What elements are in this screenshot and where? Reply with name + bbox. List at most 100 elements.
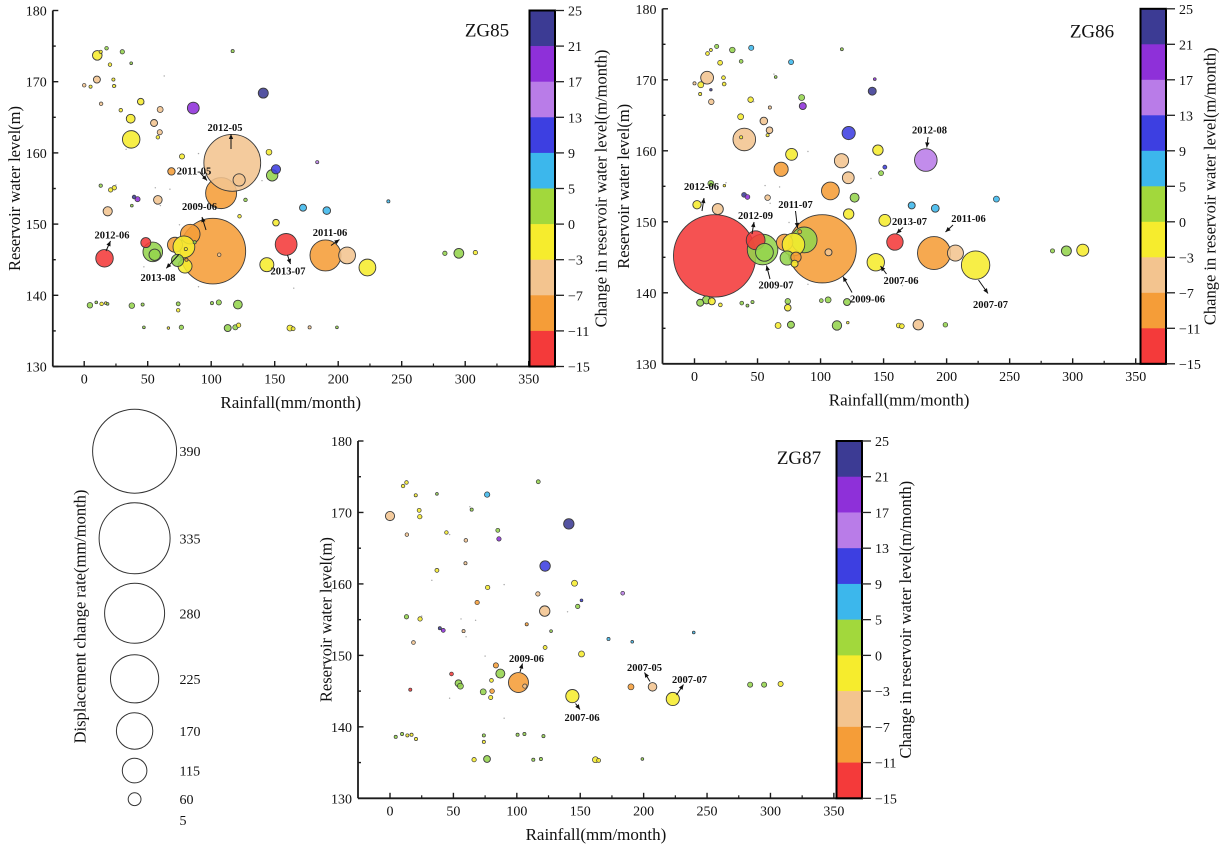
svg-text:−3: −3 (568, 254, 583, 269)
svg-text:Change in reservoir water leve: Change in reservoir water level(m/month) (592, 50, 611, 328)
svg-text:Change in reservoir water leve: Change in reservoir water level(m/month) (1201, 47, 1220, 325)
svg-text:225: 225 (180, 673, 201, 688)
svg-text:50: 50 (751, 370, 765, 385)
svg-text:5: 5 (1179, 180, 1186, 195)
svg-text:Displacement change rate(mm/mo: Displacement change rate(mm/month) (71, 490, 90, 744)
svg-text:2007-07: 2007-07 (672, 675, 707, 686)
svg-text:13: 13 (1179, 109, 1193, 124)
svg-text:2012-06: 2012-06 (684, 182, 719, 193)
svg-text:2012-06: 2012-06 (95, 231, 130, 242)
svg-text:150: 150 (26, 218, 47, 233)
svg-text:−7: −7 (1179, 287, 1194, 302)
svg-text:250: 250 (697, 804, 718, 819)
svg-text:ZG85: ZG85 (465, 21, 509, 42)
svg-text:200: 200 (328, 373, 349, 388)
svg-text:ZG87: ZG87 (777, 448, 821, 469)
svg-text:250: 250 (999, 370, 1020, 385)
svg-text:100: 100 (201, 373, 222, 388)
svg-text:2011-07: 2011-07 (778, 200, 812, 211)
svg-text:−15: −15 (875, 792, 897, 807)
svg-text:Reservoir water level(m): Reservoir water level(m) (317, 537, 336, 702)
svg-text:2007-07: 2007-07 (973, 300, 1008, 311)
svg-text:130: 130 (331, 792, 352, 807)
svg-text:2009-06: 2009-06 (182, 202, 217, 213)
svg-text:170: 170 (636, 74, 657, 89)
svg-text:200: 200 (936, 370, 957, 385)
svg-text:2013-08: 2013-08 (141, 273, 176, 284)
svg-text:50: 50 (141, 373, 155, 388)
svg-text:2011-05: 2011-05 (177, 167, 211, 178)
svg-text:21: 21 (568, 40, 582, 55)
svg-text:0: 0 (875, 649, 882, 664)
svg-text:2012-09: 2012-09 (738, 211, 773, 222)
svg-text:0: 0 (1179, 216, 1186, 231)
svg-text:390: 390 (180, 445, 201, 460)
svg-text:25: 25 (875, 435, 889, 450)
svg-text:280: 280 (180, 607, 201, 622)
svg-text:13: 13 (875, 542, 889, 557)
svg-text:−15: −15 (568, 361, 590, 376)
svg-text:350: 350 (1125, 370, 1146, 385)
svg-text:−3: −3 (875, 685, 890, 700)
svg-text:21: 21 (875, 471, 889, 486)
svg-text:−11: −11 (568, 325, 589, 340)
svg-text:2013-07: 2013-07 (271, 267, 306, 278)
svg-text:2009-07: 2009-07 (759, 281, 794, 292)
svg-text:21: 21 (1179, 38, 1193, 53)
svg-text:150: 150 (331, 649, 352, 664)
svg-text:170: 170 (331, 506, 352, 521)
svg-text:180: 180 (636, 3, 657, 18)
svg-text:Reservoir water level(m): Reservoir water level(m) (614, 104, 633, 269)
svg-text:200: 200 (633, 804, 654, 819)
svg-text:335: 335 (180, 532, 201, 547)
svg-text:0: 0 (568, 218, 575, 233)
svg-text:180: 180 (331, 435, 352, 450)
svg-text:170: 170 (180, 725, 201, 740)
svg-text:100: 100 (810, 370, 831, 385)
svg-text:−11: −11 (875, 757, 896, 772)
svg-text:100: 100 (506, 804, 527, 819)
svg-text:60: 60 (180, 793, 194, 808)
svg-text:2012-08: 2012-08 (912, 126, 947, 137)
svg-text:−11: −11 (1179, 322, 1200, 337)
svg-text:2007-05: 2007-05 (627, 663, 662, 674)
svg-text:0: 0 (81, 373, 88, 388)
svg-text:150: 150 (636, 216, 657, 231)
svg-text:300: 300 (1062, 370, 1083, 385)
svg-text:Rainfall(mm/month): Rainfall(mm/month) (220, 393, 361, 412)
svg-text:160: 160 (26, 147, 47, 162)
svg-text:140: 140 (26, 289, 47, 304)
svg-text:9: 9 (568, 147, 575, 162)
svg-text:50: 50 (446, 804, 460, 819)
svg-text:150: 150 (264, 373, 285, 388)
svg-text:2012-05: 2012-05 (208, 123, 243, 134)
svg-text:17: 17 (568, 76, 582, 91)
svg-text:ZG86: ZG86 (1070, 22, 1114, 43)
svg-text:5: 5 (180, 814, 187, 829)
svg-text:Rainfall(mm/month): Rainfall(mm/month) (829, 390, 970, 409)
svg-text:2007-06: 2007-06 (884, 276, 919, 287)
svg-text:250: 250 (391, 373, 412, 388)
svg-text:Change in reservoir water leve: Change in reservoir water level(m/month) (896, 481, 915, 759)
svg-text:25: 25 (568, 5, 582, 20)
svg-text:170: 170 (26, 76, 47, 91)
svg-text:17: 17 (1179, 74, 1193, 89)
svg-text:25: 25 (1179, 3, 1193, 18)
svg-text:140: 140 (636, 287, 657, 302)
svg-text:13: 13 (568, 111, 582, 126)
svg-text:2013-07: 2013-07 (892, 217, 927, 228)
svg-text:350: 350 (823, 804, 844, 819)
svg-text:140: 140 (331, 721, 352, 736)
svg-text:160: 160 (636, 145, 657, 160)
svg-text:130: 130 (26, 361, 47, 376)
svg-text:2011-06: 2011-06 (313, 228, 347, 239)
svg-text:150: 150 (570, 804, 591, 819)
svg-text:0: 0 (387, 804, 394, 819)
svg-text:9: 9 (1179, 145, 1186, 160)
svg-text:2009-06: 2009-06 (509, 654, 544, 665)
svg-text:300: 300 (455, 373, 476, 388)
svg-text:5: 5 (568, 183, 575, 198)
svg-text:2009-06: 2009-06 (850, 295, 885, 306)
svg-text:180: 180 (26, 5, 47, 20)
svg-text:Reservoir water level(m): Reservoir water level(m) (5, 106, 24, 271)
